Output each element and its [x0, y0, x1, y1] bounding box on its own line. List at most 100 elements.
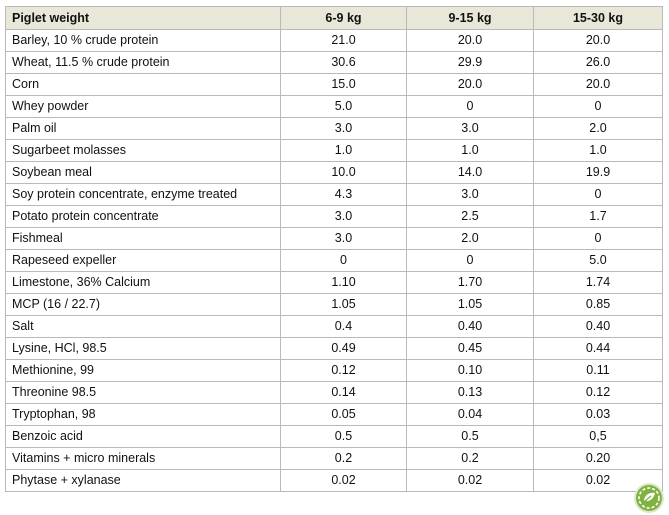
value-6-9-kg-cell: 3.0 [280, 205, 407, 228]
value-6-9-kg-cell: 0.49 [280, 337, 407, 360]
value-9-15-kg-cell: 0.13 [406, 381, 534, 404]
value-15-30-kg-cell: 0.85 [533, 293, 663, 316]
table-row: Soybean meal 10.0 14.0 19.9 [5, 161, 663, 184]
ingredient-cell: Limestone, 36% Calcium [5, 271, 281, 294]
table-header-row: Piglet weight 6-9 kg 9-15 kg 15-30 kg [5, 6, 663, 30]
ingredient-cell: Threonine 98.5 [5, 381, 281, 404]
ingredient-cell: Corn [5, 73, 281, 96]
ingredient-cell: Benzoic acid [5, 425, 281, 448]
value-9-15-kg-cell: 0.45 [406, 337, 534, 360]
value-9-15-kg-cell: 0.2 [406, 447, 534, 470]
value-9-15-kg-cell: 0.40 [406, 315, 534, 338]
value-15-30-kg-cell: 0.03 [533, 403, 663, 426]
table-row: Phytase + xylanase 0.02 0.02 0.02 [5, 469, 663, 492]
value-15-30-kg-cell: 1.74 [533, 271, 663, 294]
value-9-15-kg-cell: 2.0 [406, 227, 534, 250]
table-row: Barley, 10 % crude protein 21.0 20.0 20.0 [5, 29, 663, 52]
ingredient-cell: MCP (16 / 22.7) [5, 293, 281, 316]
ingredient-cell: Tryptophan, 98 [5, 403, 281, 426]
value-9-15-kg-cell: 0.10 [406, 359, 534, 382]
value-15-30-kg-cell: 0.12 [533, 381, 663, 404]
value-15-30-kg-cell: 20.0 [533, 73, 663, 96]
value-9-15-kg-cell: 0.02 [406, 469, 534, 492]
table-row: Whey powder 5.0 0 0 [5, 95, 663, 118]
table-row: Lysine, HCl, 98.5 0.49 0.45 0.44 [5, 337, 663, 360]
value-6-9-kg-cell: 0 [280, 249, 407, 272]
table-row: Limestone, 36% Calcium 1.10 1.70 1.74 [5, 271, 663, 294]
header-piglet-weight: Piglet weight [5, 6, 281, 30]
ingredient-cell: Lysine, HCl, 98.5 [5, 337, 281, 360]
header-15-30-kg: 15-30 kg [533, 6, 663, 30]
value-9-15-kg-cell: 1.0 [406, 139, 534, 162]
value-15-30-kg-cell: 0 [533, 95, 663, 118]
ingredient-cell: Rapeseed expeller [5, 249, 281, 272]
value-9-15-kg-cell: 3.0 [406, 117, 534, 140]
ingredient-cell: Soy protein concentrate, enzyme treated [5, 183, 281, 206]
ingredient-cell: Wheat, 11.5 % crude protein [5, 51, 281, 74]
diet-composition-table: Piglet weight 6-9 kg 9-15 kg 15-30 kg Ba… [5, 6, 663, 492]
table-row: Threonine 98.5 0.14 0.13 0.12 [5, 381, 663, 404]
value-15-30-kg-cell: 1.0 [533, 139, 663, 162]
value-15-30-kg-cell: 0 [533, 227, 663, 250]
value-15-30-kg-cell: 0.40 [533, 315, 663, 338]
table-row: Soy protein concentrate, enzyme treated 4… [5, 183, 663, 206]
header-6-9-kg: 6-9 kg [280, 6, 407, 30]
ingredient-cell: Potato protein concentrate [5, 205, 281, 228]
value-6-9-kg-cell: 0.4 [280, 315, 407, 338]
ingredient-cell: Phytase + xylanase [5, 469, 281, 492]
value-15-30-kg-cell: 0,5 [533, 425, 663, 448]
value-6-9-kg-cell: 1.0 [280, 139, 407, 162]
table-row: Benzoic acid 0.5 0.5 0,5 [5, 425, 663, 448]
value-9-15-kg-cell: 20.0 [406, 73, 534, 96]
ingredient-cell: Methionine, 99 [5, 359, 281, 382]
ingredient-cell: Whey powder [5, 95, 281, 118]
value-6-9-kg-cell: 4.3 [280, 183, 407, 206]
value-6-9-kg-cell: 30.6 [280, 51, 407, 74]
value-9-15-kg-cell: 1.70 [406, 271, 534, 294]
value-9-15-kg-cell: 0.5 [406, 425, 534, 448]
value-6-9-kg-cell: 0.12 [280, 359, 407, 382]
value-15-30-kg-cell: 2.0 [533, 117, 663, 140]
value-15-30-kg-cell: 0 [533, 183, 663, 206]
table-row: MCP (16 / 22.7) 1.05 1.05 0.85 [5, 293, 663, 316]
value-9-15-kg-cell: 1.05 [406, 293, 534, 316]
value-6-9-kg-cell: 0.05 [280, 403, 407, 426]
table-row: Rapeseed expeller 0 0 5.0 [5, 249, 663, 272]
value-15-30-kg-cell: 20.0 [533, 29, 663, 52]
value-15-30-kg-cell: 26.0 [533, 51, 663, 74]
leaf-logo-icon [636, 485, 662, 511]
value-6-9-kg-cell: 10.0 [280, 161, 407, 184]
table-body: Barley, 10 % crude protein 21.0 20.0 20.0 Wh… [5, 29, 663, 492]
ingredient-cell: Soybean meal [5, 161, 281, 184]
table-row: Sugarbeet molasses 1.0 1.0 1.0 [5, 139, 663, 162]
ingredient-cell: Barley, 10 % crude protein [5, 29, 281, 52]
value-6-9-kg-cell: 1.10 [280, 271, 407, 294]
value-6-9-kg-cell: 0.2 [280, 447, 407, 470]
table-row: Tryptophan, 98 0.05 0.04 0.03 [5, 403, 663, 426]
ingredient-cell: Fishmeal [5, 227, 281, 250]
value-6-9-kg-cell: 21.0 [280, 29, 407, 52]
table-row: Corn 15.0 20.0 20.0 [5, 73, 663, 96]
value-15-30-kg-cell: 0.20 [533, 447, 663, 470]
value-9-15-kg-cell: 2.5 [406, 205, 534, 228]
value-15-30-kg-cell: 0.02 [533, 469, 663, 492]
value-9-15-kg-cell: 0 [406, 95, 534, 118]
value-6-9-kg-cell: 1.05 [280, 293, 407, 316]
ingredient-cell: Salt [5, 315, 281, 338]
value-6-9-kg-cell: 3.0 [280, 117, 407, 140]
header-9-15-kg: 9-15 kg [406, 6, 534, 30]
table-row: Methionine, 99 0.12 0.10 0.11 [5, 359, 663, 382]
ingredient-cell: Vitamins + micro minerals [5, 447, 281, 470]
value-6-9-kg-cell: 0.5 [280, 425, 407, 448]
value-9-15-kg-cell: 0 [406, 249, 534, 272]
value-15-30-kg-cell: 5.0 [533, 249, 663, 272]
value-9-15-kg-cell: 20.0 [406, 29, 534, 52]
table-row: Fishmeal 3.0 2.0 0 [5, 227, 663, 250]
ingredient-cell: Sugarbeet molasses [5, 139, 281, 162]
table-row: Salt 0.4 0.40 0.40 [5, 315, 663, 338]
table-row: Potato protein concentrate 3.0 2.5 1.7 [5, 205, 663, 228]
value-6-9-kg-cell: 0.02 [280, 469, 407, 492]
value-15-30-kg-cell: 19.9 [533, 161, 663, 184]
table-row: Vitamins + micro minerals 0.2 0.2 0.20 [5, 447, 663, 470]
value-6-9-kg-cell: 3.0 [280, 227, 407, 250]
